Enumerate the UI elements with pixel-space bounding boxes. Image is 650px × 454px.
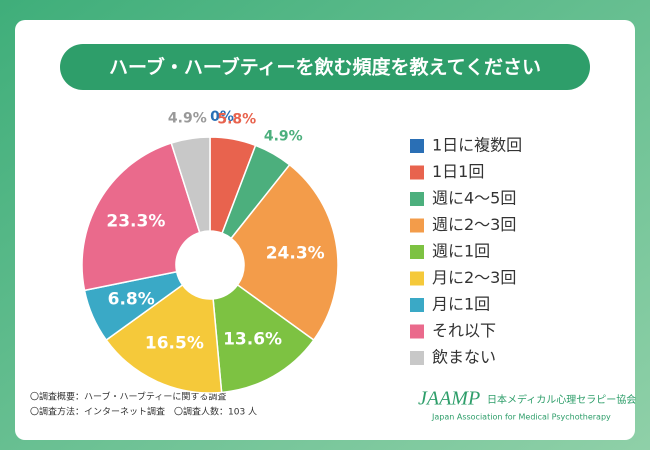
note: 〇調査概要：ハーブ・ハーブティーに関する調査 [30,391,226,403]
slice [212,283,315,394]
legend-swatch [410,298,424,312]
legend-label: 月に2〜3回 [432,268,516,287]
data-label: 24.3% [266,243,325,263]
data-label: 16.5% [145,333,204,353]
legend-swatch [410,192,424,206]
data-label: 4.9% [264,128,303,144]
data-label: 0% [210,109,234,125]
logo-mark: JAAMP [418,388,480,410]
legend-swatch [410,245,424,259]
data-label: 4.9% [168,111,207,127]
legend-label: 週に1回 [432,242,490,261]
legend-swatch [410,324,424,339]
note: 〇調査方法：インターネット調査 〇調査人数：103 人 [30,406,257,418]
legend-label: 1日に複数回 [432,136,522,155]
legend-label: 飲まない [432,348,496,367]
legend-swatch [410,165,424,180]
slice [230,163,339,342]
data-label: 13.6% [223,330,282,350]
legend-swatch [410,351,424,365]
legend-swatch [410,271,424,286]
slice [81,142,201,292]
slice [170,136,211,234]
title-pill [60,44,590,90]
logo-name: 日本メディカル心理セラピー協会 [487,393,636,406]
data-label: 6.8% [108,289,155,309]
slice [105,283,223,394]
legend-label: それ以下 [432,321,496,340]
legend-label: 1日1回 [432,162,484,181]
legend-label: 週に2〜3回 [432,215,516,234]
legend-swatch [410,218,424,233]
logo-english: Japan Association for Medical Psychother… [431,413,611,422]
chart-title: ハーブ・ハーブティーを飲む頻度を教えてください [109,56,541,79]
legend-label: 月に1回 [432,295,490,314]
data-label: 23.3% [106,211,165,231]
legend-label: 週に4〜5回 [432,189,516,208]
data-label: 5.8% [217,111,256,127]
legend-swatch [410,139,424,153]
